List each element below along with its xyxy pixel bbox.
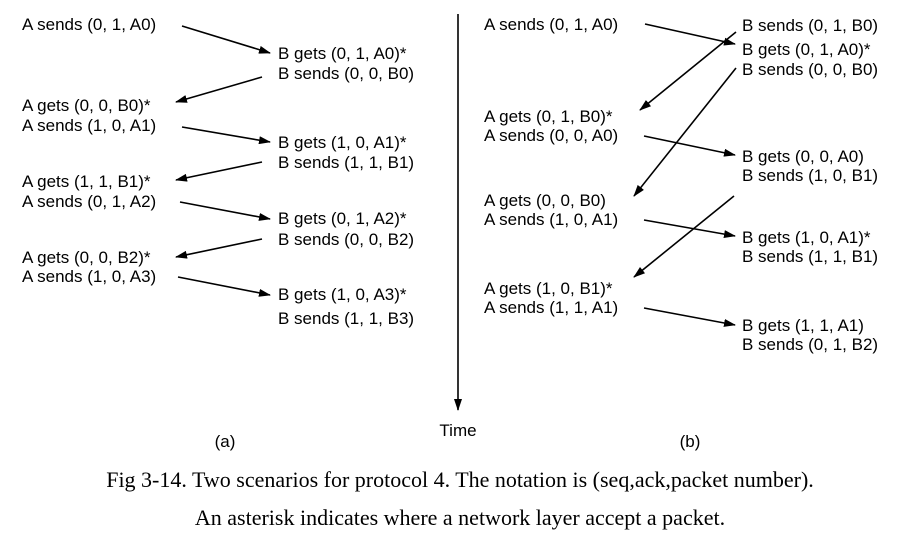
scenario-b-label: (b) — [680, 432, 701, 451]
a-left-event-4: A gets (1, 1, B1)* — [22, 172, 151, 191]
a-left-event-5: A sends (0, 1, A2) — [22, 192, 156, 211]
b-left-event-7: A sends (1, 1, A1) — [484, 298, 618, 317]
b-right-event-7: B sends (1, 1, B1) — [742, 247, 878, 266]
a-left-event-1: A sends (0, 1, A0) — [22, 15, 156, 34]
b-right-event-5: B sends (1, 0, B1) — [742, 166, 878, 185]
b-right-event-6: B gets (1, 0, A1)* — [742, 228, 871, 247]
a-right-event-6: B sends (0, 0, B2) — [278, 230, 414, 249]
a-right-event-5: B gets (0, 1, A2)* — [278, 209, 407, 228]
a-right-event-8: B sends (1, 1, B3) — [278, 309, 414, 328]
a-right-event-2: B sends (0, 0, B0) — [278, 64, 414, 83]
b-left-event-1: A sends (0, 1, A0) — [484, 15, 618, 34]
a-right-event-7: B gets (1, 0, A3)* — [278, 285, 407, 304]
a-left-event-6: A gets (0, 0, B2)* — [22, 248, 151, 267]
a-right-event-1: B gets (0, 1, A0)* — [278, 44, 407, 63]
b-arrow-6 — [643, 219, 736, 239]
a-arrow-1 — [181, 25, 271, 54]
a-left-event-2: A gets (0, 0, B0)* — [22, 96, 151, 115]
a-arrow-2 — [175, 76, 263, 103]
a-right-event-3: B gets (1, 0, A1)* — [278, 133, 407, 152]
b-arrow-7 — [643, 307, 736, 327]
b-right-event-4: B gets (0, 0, A0) — [742, 147, 864, 166]
a-right-event-4: B sends (1, 1, B1) — [278, 153, 414, 172]
b-right-event-9: B sends (0, 1, B2) — [742, 335, 878, 354]
b-arrow-1 — [644, 23, 736, 46]
b-right-event-1: B sends (0, 1, B0) — [742, 16, 878, 35]
a-left-event-7: A sends (1, 0, A3) — [22, 267, 156, 286]
b-left-event-3: A sends (0, 0, A0) — [484, 126, 618, 145]
b-left-event-6: A gets (1, 0, B1)* — [484, 279, 613, 298]
b-arrow-3 — [633, 67, 737, 197]
a-arrow-4 — [175, 161, 263, 182]
time-label: Time — [439, 421, 476, 440]
b-arrow-4 — [643, 135, 736, 157]
a-arrow-6 — [175, 238, 263, 259]
caption-line-2: An asterisk indicates where a network la… — [195, 505, 725, 530]
b-left-event-4: A gets (0, 0, B0) — [484, 191, 606, 210]
a-arrow-7 — [177, 276, 271, 297]
a-left-event-3: A sends (1, 0, A1) — [22, 116, 156, 135]
a-arrow-5 — [179, 201, 271, 221]
b-left-event-5: A sends (1, 0, A1) — [484, 210, 618, 229]
scenario-a-label: (a) — [215, 432, 236, 451]
a-arrow-3 — [181, 126, 271, 145]
b-right-event-3: B sends (0, 0, B0) — [742, 60, 878, 79]
b-right-event-8: B gets (1, 1, A1) — [742, 316, 864, 335]
b-right-event-2: B gets (0, 1, A0)* — [742, 40, 871, 59]
b-left-event-2: A gets (0, 1, B0)* — [484, 107, 613, 126]
caption-line-1: Fig 3-14. Two scenarios for protocol 4. … — [106, 467, 814, 492]
b-arrow-5 — [633, 195, 735, 278]
b-arrow-2 — [639, 31, 737, 111]
